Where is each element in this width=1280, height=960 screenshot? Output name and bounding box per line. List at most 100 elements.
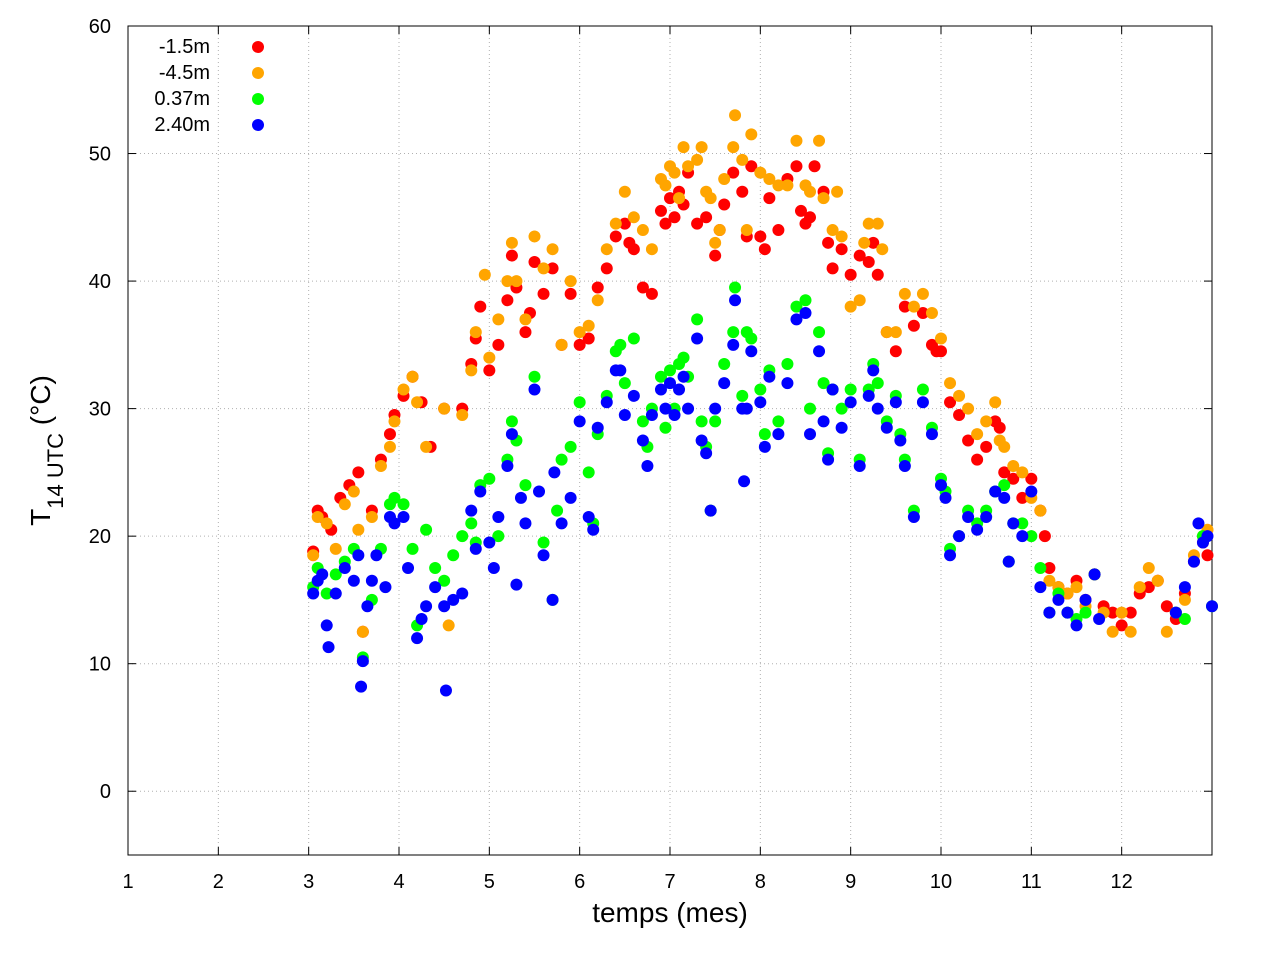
data-point [664,192,676,205]
x-tick-label: 11 [1021,871,1042,893]
data-point [998,479,1011,492]
data-point [383,428,396,441]
data-point [916,383,929,396]
data-point [1178,613,1191,626]
data-point [614,364,627,377]
data-point [916,287,929,300]
data-point [469,326,482,339]
data-point [736,389,749,402]
data-point [700,447,713,460]
x-axis-title: temps (mes) [592,897,748,928]
data-point [754,383,767,396]
data-point [998,466,1011,479]
y-tick-label: 60 [89,16,111,38]
data-point [447,549,460,562]
data-point [1002,555,1015,568]
data-point [1052,593,1065,606]
data-point [745,128,758,141]
data-point [907,319,920,332]
data-point [1043,562,1056,575]
legend-marker [252,119,264,131]
data-point [546,593,559,606]
x-tick-label: 3 [303,871,314,893]
data-point [729,281,742,294]
data-point [374,460,387,473]
x-tick-label: 1 [122,871,133,893]
data-point [1034,562,1047,575]
series--1.5m [307,160,1214,638]
data-point [564,275,577,288]
data-point [772,179,785,192]
data-point [736,153,749,166]
data-point [505,236,518,249]
data-point [1106,606,1119,619]
data-point [627,243,640,256]
data-point [826,383,839,396]
data-point [1061,587,1074,600]
data-point [329,542,342,555]
data-point [519,326,532,339]
data-point [645,287,658,300]
data-point [397,511,410,524]
data-point [438,574,451,587]
data-point [415,613,428,626]
data-point [993,421,1006,434]
data-point [474,300,487,313]
data-point [1043,574,1056,587]
data-point [729,109,742,122]
data-point [439,684,452,697]
data-point [338,498,351,511]
data-point [365,574,378,587]
data-point [528,255,541,268]
data-point [1038,530,1051,543]
data-point [867,364,880,377]
y-axis-title-main: T [25,509,56,526]
y-axis-title: T14 UTC (°C) [25,375,68,526]
data-point [406,370,419,383]
data-point [718,377,731,390]
data-point [1034,504,1047,517]
data-point [659,421,672,434]
data-point [383,440,396,453]
data-point [953,389,966,402]
data-point [880,326,893,339]
data-point [758,428,771,441]
data-point [998,440,1011,453]
data-point [944,377,957,390]
data-point [320,619,333,632]
data-point [758,243,771,256]
data-point [555,453,568,466]
data-point [442,619,455,632]
data-point [641,460,654,473]
x-tick-label: 2 [213,871,224,893]
data-point [329,568,342,581]
legend-marker [252,93,264,105]
data-point [862,255,875,268]
data-point [790,313,803,326]
data-point [591,421,604,434]
data-point [1043,606,1056,619]
data-point [510,578,523,591]
data-point [691,332,704,345]
data-point [316,568,329,581]
data-point [709,402,722,415]
grid [128,26,1212,855]
data-point [880,421,893,434]
data-point [356,625,369,638]
data-point [501,275,514,288]
data-point [745,345,758,358]
data-point [953,408,966,421]
data-point [709,249,722,262]
data-point [835,421,848,434]
data-point [781,179,794,192]
data-point [505,428,518,441]
data-point [907,300,920,313]
data-point [573,326,586,339]
data-point [1206,600,1218,613]
data-point [388,415,401,428]
data-point [944,549,957,562]
data-point [826,224,839,237]
data-point [727,166,740,179]
y-tick-label: 30 [89,399,111,421]
data-point [804,185,817,198]
